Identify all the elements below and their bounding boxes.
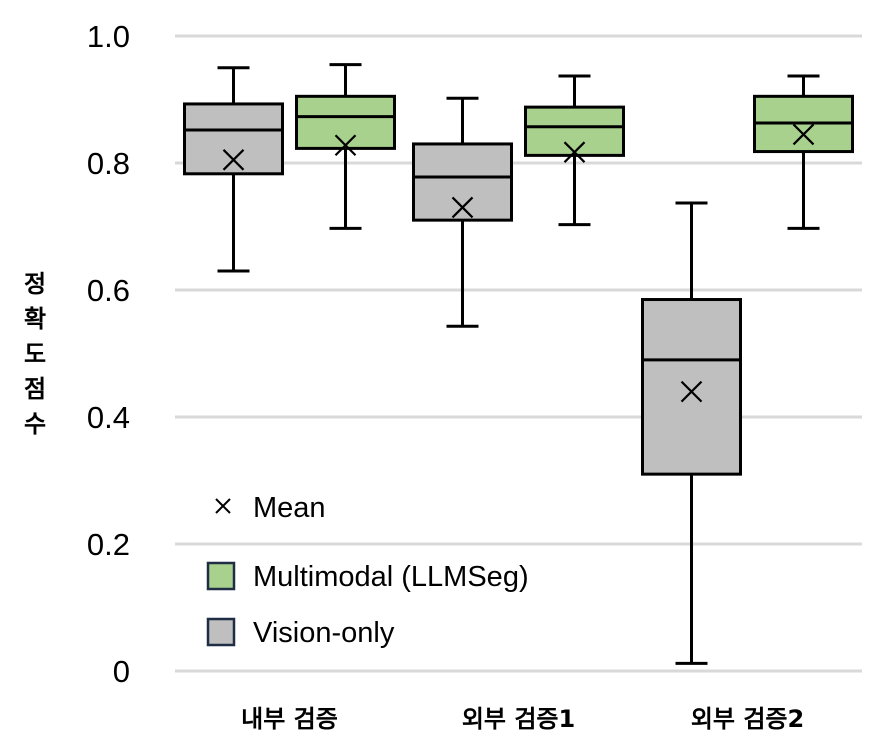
mean-marker: [792, 123, 815, 146]
legend-vision-only-label: Vision-only: [253, 617, 395, 649]
y-axis-label-char: 확: [24, 305, 46, 333]
x-category-label: 외부 검증1: [462, 705, 575, 733]
x-axis-categories: 내부 검증 외부 검증1 외부 검증2: [241, 705, 804, 733]
mean-marker: [563, 141, 586, 163]
y-axis-label-char: 점: [24, 375, 46, 403]
y-tick-label: 0: [113, 654, 130, 689]
y-axis-label-char: 수: [24, 410, 46, 438]
legend: Mean Multimodal (LLMSeg) Vision-only: [206, 492, 529, 649]
y-tick-label: 0.4: [87, 400, 130, 435]
y-tick-label: 1.0: [87, 19, 130, 54]
y-tick-label: 0.2: [87, 527, 130, 562]
gridlines: [175, 34, 862, 673]
legend-mean-marker: [215, 498, 231, 514]
mean-marker: [451, 196, 474, 219]
y-tick-label: 0.6: [87, 273, 130, 308]
box-multimodal: [295, 94, 396, 150]
legend-multimodal-swatch: [206, 561, 236, 591]
box-vision-only: [641, 298, 742, 476]
legend-multimodal-label: Multimodal (LLMSeg): [253, 561, 529, 593]
box-series: [183, 63, 854, 665]
legend-vision-only-swatch: [206, 617, 236, 647]
box-vision-only: [183, 102, 284, 176]
y-axis-ticks: 0 0.2 0.4 0.6 0.8 1.0: [87, 19, 130, 689]
legend-mean-label: Mean: [253, 492, 326, 524]
y-axis-label-char: 정: [24, 270, 46, 298]
x-category-label: 외부 검증2: [691, 705, 804, 733]
box-multimodal: [524, 105, 625, 157]
mean-marker: [222, 149, 245, 171]
mean-marker: [680, 380, 703, 403]
y-tick-label: 0.8: [87, 146, 130, 181]
x-category-label: 내부 검증: [241, 705, 338, 733]
y-axis-label-char: 도: [24, 340, 46, 368]
mean-marker: [334, 134, 357, 156]
